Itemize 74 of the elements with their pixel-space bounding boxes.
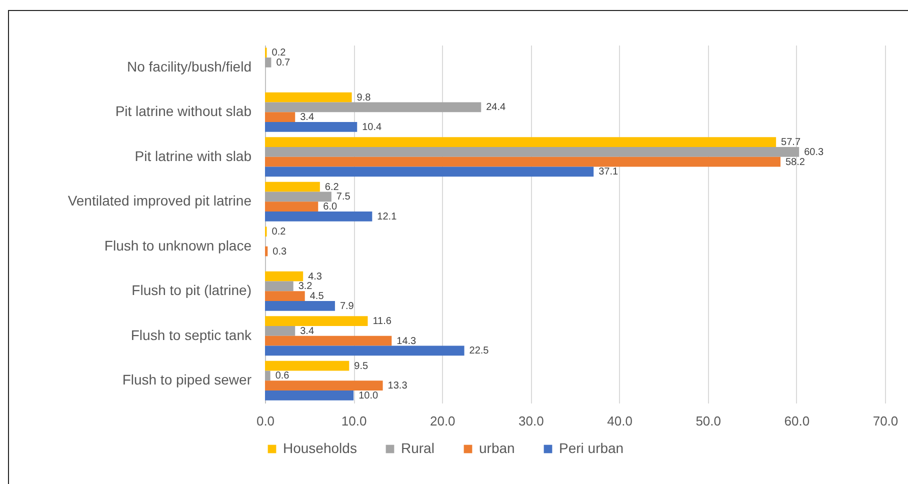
data-label: 9.5 [354,360,368,372]
data-label: 0.7 [276,57,291,68]
bar [265,291,305,301]
data-label: 3.4 [300,112,314,124]
bar [265,192,332,202]
data-label: 6.0 [323,202,338,213]
bar [265,147,800,157]
data-label: 3.4 [300,326,314,337]
data-label: 4.3 [308,271,322,282]
data-label: 13.3 [388,380,408,392]
bar [265,346,464,356]
data-label: 57.7 [781,137,801,148]
x-tick-label: 0.0 [256,414,275,428]
y-tick-label: Flush to piped sewer [122,372,252,388]
data-label: 14.3 [396,336,417,347]
bar [265,166,594,177]
x-tick-label: 70.0 [872,414,898,428]
x-tick-label: 60.0 [784,414,810,428]
data-label: 12.1 [377,211,398,222]
legend-label: Peri urban [559,440,624,456]
x-tick-label: 40.0 [607,414,632,428]
data-label: 10.0 [358,390,378,402]
y-tick-label: No facility/bush/field [126,58,252,74]
y-tick-label: Pit latrine with slab [134,148,252,164]
x-tick-label: 10.0 [341,414,367,428]
legend-label: urban [479,440,515,456]
data-label: 7.5 [336,192,351,203]
bar [265,122,358,132]
x-tick-label: 50.0 [696,414,722,428]
bar [265,390,354,400]
bar [265,370,270,381]
data-label: 11.6 [372,316,392,328]
bar [265,202,318,212]
bar [265,182,320,192]
bar [265,102,482,112]
data-label: 0.6 [275,370,290,382]
y-tick-label: Ventilated improved pit latrine [68,192,252,209]
bar [265,246,268,256]
bar [265,137,776,148]
data-label: 22.5 [469,346,490,357]
bar [265,271,304,282]
bar [265,112,296,122]
bar [265,336,392,346]
y-tick-label: Flush to unknown place [104,237,252,254]
bar [265,156,780,167]
bar [265,326,296,336]
data-label: 58.2 [785,156,806,168]
x-tick-label: 20.0 [430,414,456,428]
bar [265,360,350,371]
bar [265,92,352,102]
bar [265,316,368,326]
data-label: 60.3 [804,146,824,158]
x-tick-label: 30.0 [518,414,544,428]
data-label: 0.3 [272,246,287,258]
bar [265,281,294,292]
legend-label: Rural [401,440,434,456]
y-tick-label: Flush to septic tank [130,326,252,343]
data-label: 9.8 [356,92,372,104]
data-label: 24.4 [486,102,506,114]
legend-label: Households [283,440,357,456]
bar [265,380,383,390]
y-tick-label: Flush to pit (latrine) [132,282,252,298]
data-label: 37.1 [598,166,618,178]
data-label: 4.5 [310,291,324,302]
y-tick-label: Pit latrine without slab [115,103,252,120]
data-label: 6.2 [324,182,340,193]
data-label: 0.2 [272,226,286,238]
data-label: 0.2 [272,48,286,59]
data-label: 10.4 [362,122,382,133]
bar [265,58,272,68]
data-label: 3.2 [298,281,313,292]
bar [265,211,372,222]
bar [265,300,335,311]
data-label: 7.9 [340,300,354,312]
